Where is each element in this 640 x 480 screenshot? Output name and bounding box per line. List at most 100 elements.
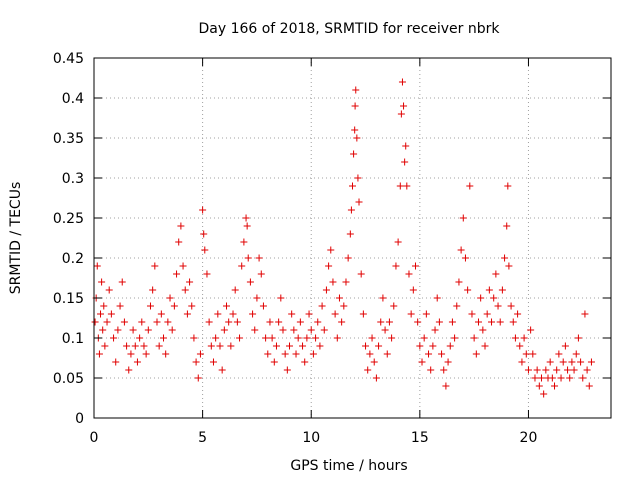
data-point (402, 142, 410, 150)
data-point (303, 334, 311, 342)
data-point (540, 390, 548, 398)
data-point (118, 278, 126, 286)
data-point (205, 318, 213, 326)
x-tick-label: 20 (520, 430, 538, 446)
data-point (455, 278, 463, 286)
data-point (411, 262, 419, 270)
data-point (133, 358, 141, 366)
data-point (157, 310, 165, 318)
data-point (579, 374, 587, 382)
data-point (120, 318, 128, 326)
data-point (381, 326, 389, 334)
data-point (585, 382, 593, 390)
data-point (257, 270, 265, 278)
data-point (107, 310, 115, 318)
data-point (281, 350, 289, 358)
data-point (114, 326, 122, 334)
data-point (253, 294, 261, 302)
data-point (333, 334, 341, 342)
data-point (383, 350, 391, 358)
data-point (103, 318, 111, 326)
data-point (377, 318, 385, 326)
data-point (116, 302, 124, 310)
data-point (259, 302, 267, 310)
data-point (527, 326, 535, 334)
data-point (405, 270, 413, 278)
data-point (320, 326, 328, 334)
data-point (504, 182, 512, 190)
data-point (494, 302, 502, 310)
x-tick-label: 15 (411, 430, 429, 446)
data-point (568, 358, 576, 366)
data-point (501, 254, 509, 262)
data-point (138, 318, 146, 326)
data-point (164, 318, 172, 326)
data-point (498, 286, 506, 294)
data-point (268, 334, 276, 342)
data-point (570, 366, 578, 374)
data-point (442, 382, 450, 390)
data-point (516, 342, 524, 350)
data-point (175, 238, 183, 246)
data-point (93, 262, 101, 270)
data-point (173, 270, 181, 278)
y-tick-label: 0.45 (53, 51, 84, 67)
data-point (557, 374, 565, 382)
data-point (255, 254, 263, 262)
data-point (238, 262, 246, 270)
data-point (335, 294, 343, 302)
y-tick-label: 0.35 (53, 131, 84, 147)
data-point (307, 326, 315, 334)
data-point (196, 350, 204, 358)
data-point (398, 78, 406, 86)
data-point (342, 278, 350, 286)
data-point (351, 126, 359, 134)
data-point (438, 350, 446, 358)
data-point (435, 318, 443, 326)
data-points (91, 78, 595, 398)
data-point (375, 342, 383, 350)
data-point (555, 350, 563, 358)
data-point (559, 358, 567, 366)
chart-title: Day 166 of 2018, SRMTID for receiver nbr… (198, 21, 500, 37)
data-point (354, 174, 362, 182)
data-point (125, 366, 133, 374)
data-point (312, 334, 320, 342)
data-point (507, 302, 515, 310)
data-point (546, 358, 554, 366)
data-point (95, 350, 103, 358)
data-point (220, 326, 228, 334)
data-point (292, 350, 300, 358)
y-tick-label: 0.4 (62, 91, 84, 107)
y-tick-label: 0.1 (62, 331, 84, 347)
data-point (299, 342, 307, 350)
data-point (548, 374, 556, 382)
data-point (183, 310, 191, 318)
data-point (146, 302, 154, 310)
data-point (142, 350, 150, 358)
data-point (322, 286, 330, 294)
data-point (223, 302, 231, 310)
data-point (587, 358, 595, 366)
data-point (294, 334, 302, 342)
data-point (433, 294, 441, 302)
data-point (251, 326, 259, 334)
data-point (266, 318, 274, 326)
data-point (496, 318, 504, 326)
data-point (444, 358, 452, 366)
data-point (262, 334, 270, 342)
data-point (207, 342, 215, 350)
data-point (372, 374, 380, 382)
data-point (100, 302, 108, 310)
data-point (509, 318, 517, 326)
data-point (209, 358, 217, 366)
data-point (388, 334, 396, 342)
data-point (327, 246, 335, 254)
x-tick-label: 10 (302, 430, 320, 446)
data-point (188, 302, 196, 310)
data-point (461, 254, 469, 262)
data-point (201, 246, 209, 254)
data-point (214, 310, 222, 318)
data-point (448, 318, 456, 326)
data-point (583, 366, 591, 374)
